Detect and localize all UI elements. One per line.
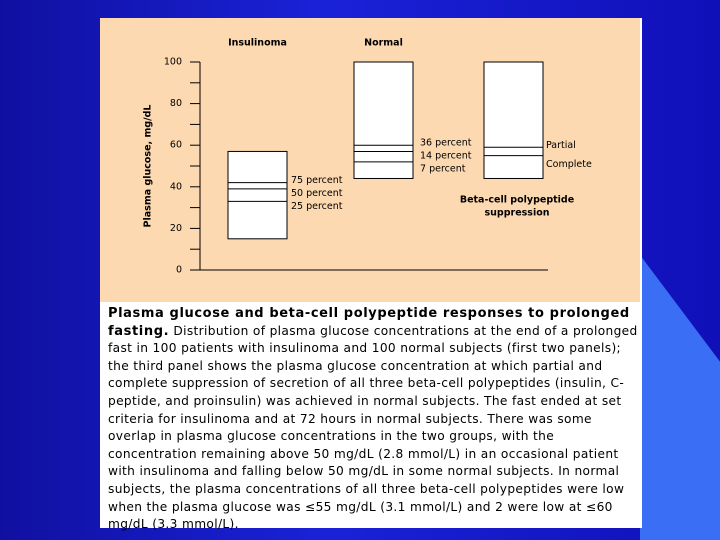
percentile-label: Complete: [546, 159, 592, 170]
y-tick-label: 0: [176, 265, 182, 276]
y-axis-label: Plasma glucose, mg/dL: [143, 105, 154, 228]
percentile-label: 50 percent: [291, 188, 343, 199]
y-tick-label: 100: [164, 57, 182, 68]
decoration: [640, 255, 720, 540]
range-box: [227, 150, 288, 240]
panel-header: Insulinoma: [228, 38, 287, 49]
percentile-label: 36 percent: [420, 138, 472, 149]
panel-note: Beta-cell polypeptide: [460, 195, 574, 206]
chart: Plasma glucose, mg/dL 0 20 40 60 80 100 Insuli…: [100, 18, 640, 302]
caption-text: Distribution of plasma glucose concentra…: [108, 323, 638, 532]
y-tick-label: 60: [170, 140, 182, 151]
percentile-label: Partial: [546, 140, 576, 151]
y-tick-label: 80: [170, 98, 182, 109]
y-tick-label: 20: [170, 223, 182, 234]
range-box: [483, 61, 544, 179]
percentile-label: 75 percent: [291, 175, 343, 186]
caption: Plasma glucose and beta-cell polypeptide…: [108, 305, 638, 534]
percentile-label: 25 percent: [291, 201, 343, 212]
range-box: [353, 61, 414, 179]
panel-note: suppression: [484, 208, 549, 219]
caption-title: Plasma glucose and beta-cell polypeptide…: [108, 306, 630, 339]
figure: Plasma glucose, mg/dL 0 20 40 60 80 100 Insuli…: [100, 18, 642, 531]
y-tick-label: 40: [170, 181, 182, 192]
percentile-label: 7 percent: [420, 164, 466, 175]
percentile-label: 14 percent: [420, 151, 472, 162]
panel-header: Normal: [364, 38, 403, 49]
